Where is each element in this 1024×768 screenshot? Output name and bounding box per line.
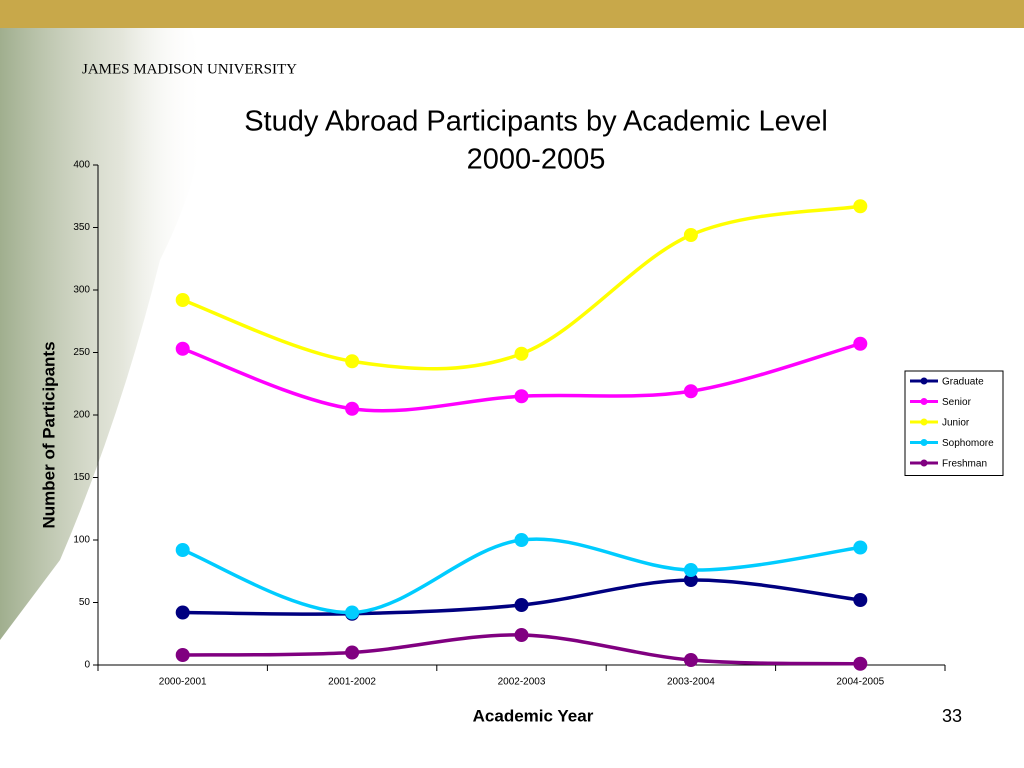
y-tick-label: 100: [73, 535, 90, 546]
y-tick-label: 300: [73, 285, 90, 296]
legend-label: Junior: [942, 418, 970, 429]
y-tick-label: 350: [73, 222, 90, 233]
data-point: [683, 563, 698, 577]
legend-marker: [920, 459, 928, 467]
data-point: [175, 648, 190, 662]
data-point: [853, 656, 868, 671]
data-point: [175, 341, 190, 356]
legend-label: Sophomore: [942, 438, 994, 449]
campus-image: [0, 28, 205, 640]
data-point: [514, 533, 529, 547]
slide-number: 33: [942, 706, 962, 726]
chart-subtitle: 2000-2005: [467, 144, 606, 176]
legend-marker: [920, 439, 928, 446]
x-axis-label: Academic Year: [473, 706, 594, 725]
data-point: [853, 540, 868, 555]
data-point: [853, 199, 868, 214]
top-band: [0, 0, 1024, 28]
legend-label: Graduate: [942, 377, 984, 388]
legend-marker: [920, 377, 928, 385]
x-tick-label: 2004-2005: [836, 677, 884, 688]
data-point: [683, 653, 698, 667]
data-point: [683, 228, 698, 242]
data-point: [345, 401, 360, 416]
institution: JAMES MADISON UNIVERSITY: [82, 61, 297, 77]
y-tick-label: 50: [79, 597, 91, 608]
data-point: [853, 593, 868, 607]
data-point: [175, 605, 190, 620]
data-point: [514, 389, 529, 404]
y-tick-label: 250: [73, 347, 90, 358]
data-point: [345, 645, 360, 660]
data-point: [514, 628, 529, 642]
data-point: [175, 293, 190, 307]
data-point: [345, 605, 360, 620]
data-point: [514, 346, 529, 361]
data-point: [683, 573, 698, 587]
y-axis-label: Number of Participants: [39, 341, 58, 528]
data-point: [853, 336, 868, 351]
chart-title: Study Abroad Participants by Academic Le…: [244, 106, 828, 138]
data-point: [345, 354, 360, 369]
x-tick-label: 2002-2003: [498, 677, 546, 688]
y-tick-label: 200: [73, 410, 90, 421]
data-point: [514, 598, 529, 612]
y-tick-label: 150: [73, 472, 90, 483]
x-tick-label: 2001-2002: [328, 677, 376, 688]
legend-label: Senior: [942, 397, 972, 408]
legend-marker: [920, 418, 928, 426]
legend-marker: [920, 398, 928, 405]
data-point: [683, 384, 698, 399]
x-tick-label: 2000-2001: [159, 677, 207, 688]
y-tick-label: 0: [84, 660, 90, 671]
y-tick-label: 400: [73, 160, 90, 171]
data-point: [175, 543, 190, 557]
x-tick-label: 2003-2004: [667, 677, 715, 688]
legend-label: Freshman: [942, 459, 987, 470]
